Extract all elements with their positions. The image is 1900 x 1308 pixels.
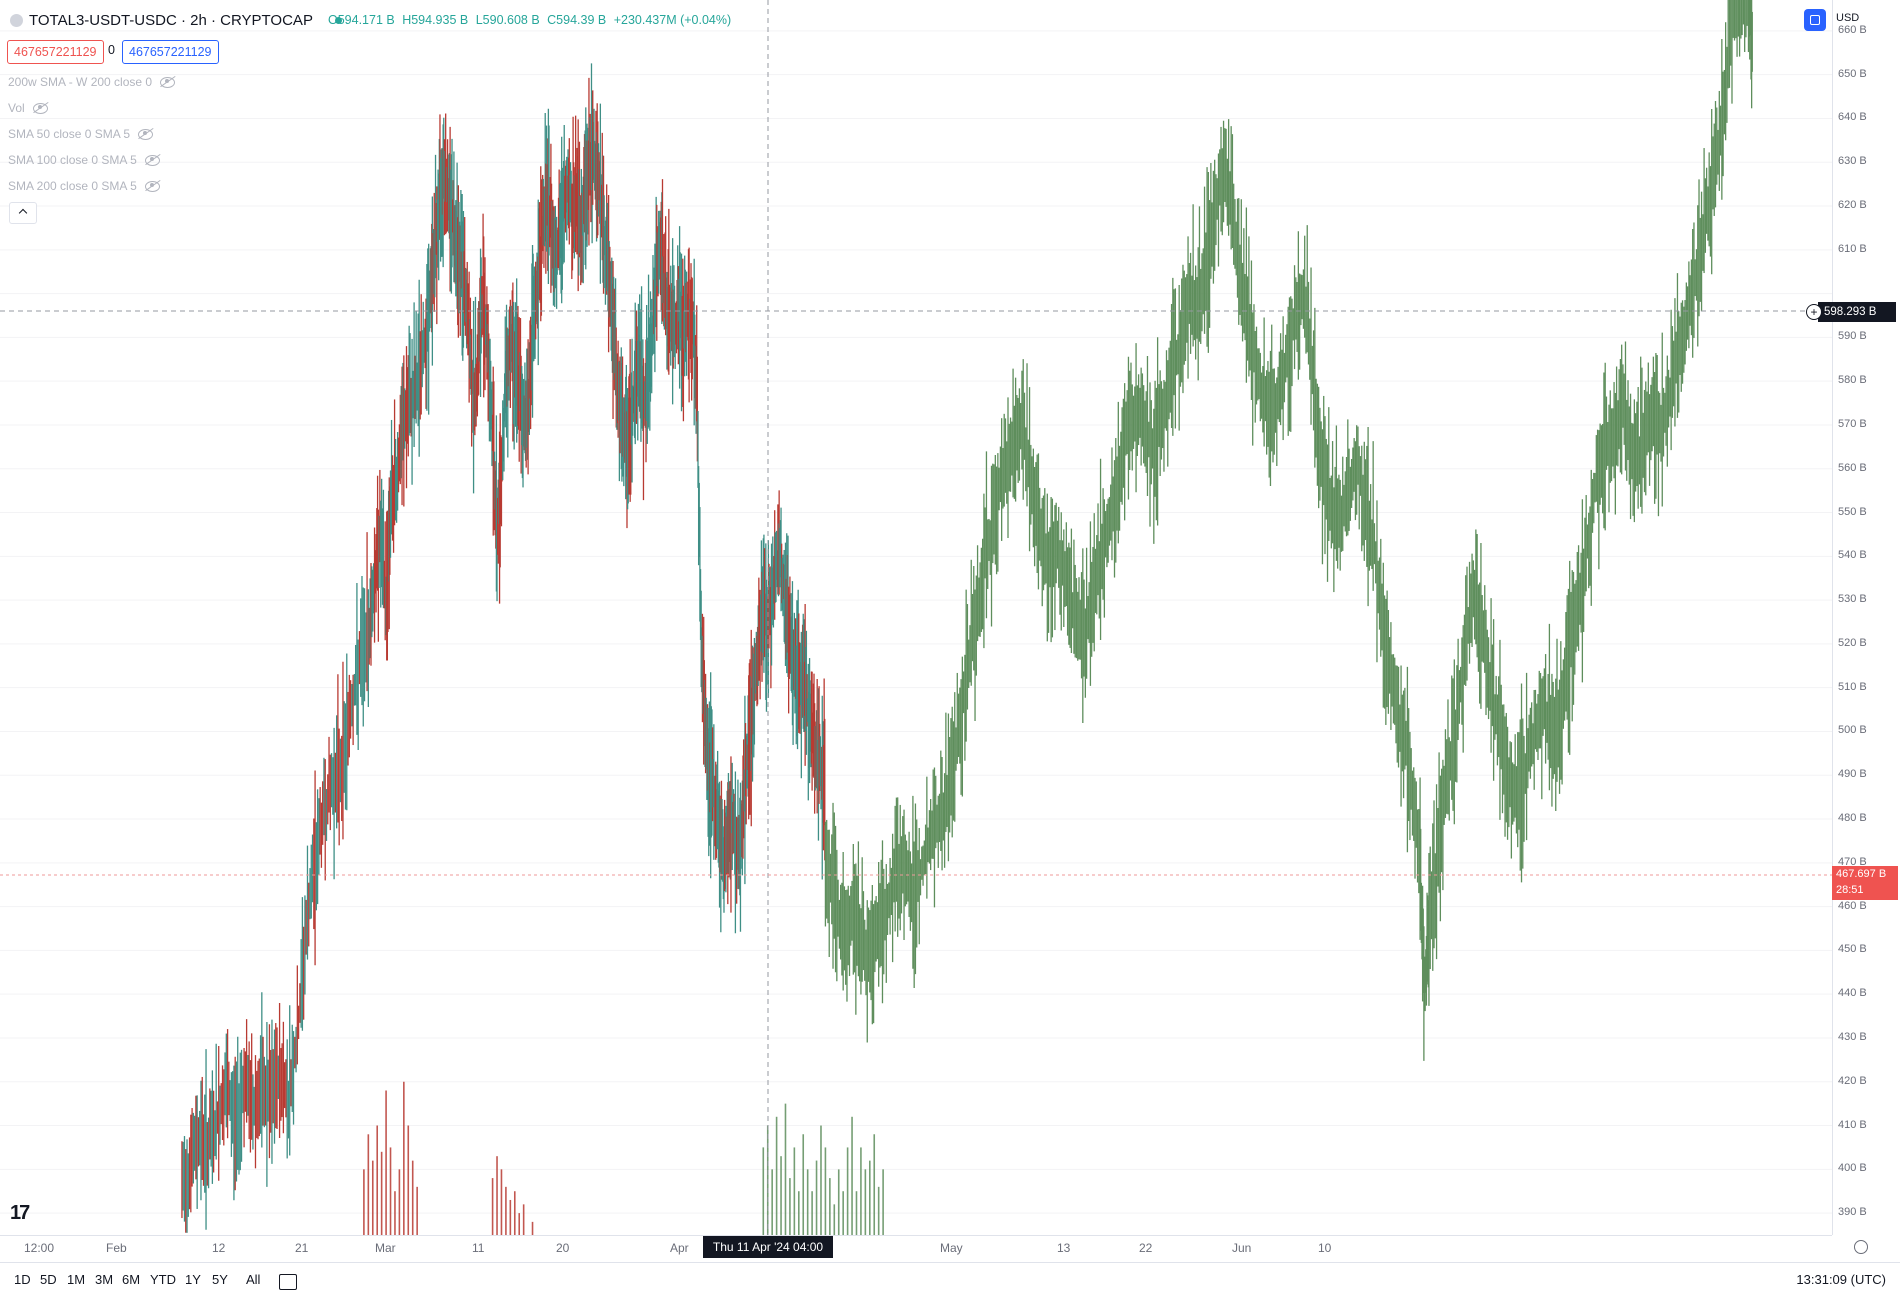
hidden-eye-icon[interactable]	[32, 102, 48, 114]
time-tick-label: Apr	[670, 1241, 689, 1255]
price-tick-label: 640 B	[1838, 111, 1867, 124]
last-price-value: 467.697 B	[1836, 868, 1887, 880]
price-tick-label: 590 B	[1838, 330, 1867, 343]
bottom-toolbar-border	[0, 1262, 1900, 1263]
price-tick-label: 490 B	[1838, 768, 1867, 781]
date-range-calendar-icon[interactable]	[279, 1274, 297, 1290]
time-tick-label: Mar	[375, 1241, 396, 1255]
timeframe-button-all[interactable]: All	[246, 1272, 261, 1287]
hidden-eye-icon[interactable]	[144, 154, 160, 166]
ohlc-change: +230.437M (+0.04%)	[613, 13, 732, 27]
indicator-vol[interactable]: Vol	[8, 101, 48, 115]
price-tick-label: 440 B	[1838, 987, 1867, 1000]
time-tick-label: Feb	[106, 1241, 127, 1255]
time-tick-label: 22	[1139, 1241, 1153, 1255]
price-tick-label: 560 B	[1838, 461, 1867, 474]
price-tick-label: 650 B	[1838, 67, 1867, 80]
ohlc-readout: O594.171 B H594.935 B L590.608 B C594.39…	[328, 13, 735, 27]
price-tick-label: 530 B	[1838, 593, 1867, 606]
price-tick-label: 390 B	[1838, 1206, 1867, 1219]
currency-label[interactable]: USD	[1836, 12, 1860, 24]
buy-button[interactable]: 467657221129	[122, 40, 219, 64]
crosshair-price-label: + 598.293 B	[1806, 302, 1896, 322]
hidden-eye-icon[interactable]	[144, 180, 160, 192]
price-tick-label: 540 B	[1838, 549, 1867, 562]
timeframe-button-1d[interactable]: 1D	[14, 1272, 31, 1287]
indicator-label: SMA 50 close 0 SMA 5	[8, 127, 131, 141]
price-tick-label: 420 B	[1838, 1074, 1867, 1087]
time-tick-label: 12:00	[24, 1241, 55, 1255]
symbol-title: TOTAL3-USDT-USDC · 2h · CRYPTOCAP	[29, 12, 313, 29]
price-tick-label: 510 B	[1838, 680, 1867, 693]
timeframe-button-3m[interactable]: 3M	[95, 1272, 114, 1287]
timeframe-button-5d[interactable]: 5D	[40, 1272, 57, 1287]
time-tick-label: 12	[212, 1241, 226, 1255]
utc-clock[interactable]: 13:31:09 (UTC)	[1796, 1272, 1886, 1287]
price-tick-label: 570 B	[1838, 417, 1867, 430]
price-tick-label: 520 B	[1838, 636, 1867, 649]
price-tick-label: 450 B	[1838, 943, 1867, 956]
sync-button[interactable]	[1804, 9, 1826, 31]
spread-value: 0	[108, 43, 115, 57]
time-tick-label: May	[940, 1241, 963, 1255]
price-tick-label: 460 B	[1838, 899, 1867, 912]
time-tick-label: 13	[1057, 1241, 1071, 1255]
indicator-sma-100[interactable]: SMA 100 close 0 SMA 5	[8, 153, 160, 167]
hidden-eye-icon[interactable]	[138, 128, 154, 140]
market-status-icon	[334, 17, 342, 24]
price-tick-label: 550 B	[1838, 505, 1867, 518]
symbol-logo-icon	[10, 14, 23, 27]
price-tick-label: 620 B	[1838, 199, 1867, 212]
indicator-label: Vol	[8, 101, 25, 115]
indicator-label: SMA 200 close 0 SMA 5	[8, 179, 137, 193]
price-tick-label: 580 B	[1838, 374, 1867, 387]
price-scale-border	[1832, 0, 1833, 1235]
timeframe-button-6m[interactable]: 6M	[122, 1272, 141, 1287]
price-tick-label: 480 B	[1838, 812, 1867, 825]
time-tick-label: 10	[1318, 1241, 1332, 1255]
price-tick-label: 470 B	[1838, 855, 1867, 868]
timeframe-button-ytd[interactable]: YTD	[150, 1272, 176, 1287]
sync-icon	[1810, 15, 1820, 25]
hidden-eye-icon[interactable]	[160, 76, 176, 88]
price-tick-label: 630 B	[1838, 155, 1867, 168]
time-tick-label: 11	[472, 1241, 485, 1255]
timeframe-button-5y[interactable]: 5Y	[212, 1272, 228, 1287]
crosshair-plus-icon: +	[1806, 304, 1822, 320]
tradingview-logo[interactable]: 17	[10, 1202, 30, 1224]
bar-countdown: 28:51	[1836, 884, 1864, 896]
symbol-header[interactable]: TOTAL3-USDT-USDC · 2h · CRYPTOCAP	[10, 12, 342, 29]
chevron-up-icon	[18, 208, 28, 218]
indicator-200w-sma[interactable]: 200w SMA - W 200 close 0	[8, 75, 176, 89]
settings-gear-icon[interactable]	[1854, 1240, 1868, 1254]
price-tick-label: 400 B	[1838, 1162, 1867, 1175]
ohlc-high: H594.935 B	[402, 13, 469, 27]
collapse-legend-button[interactable]	[9, 202, 37, 224]
price-tick-label: 500 B	[1838, 724, 1867, 737]
indicator-label: 200w SMA - W 200 close 0	[8, 75, 153, 89]
price-tick-label: 430 B	[1838, 1030, 1867, 1043]
time-tick-label: 21	[295, 1241, 309, 1255]
ohlc-low: L590.608 B	[475, 13, 540, 27]
price-tick-label: 660 B	[1838, 23, 1867, 36]
timeframe-button-1y[interactable]: 1Y	[185, 1272, 201, 1287]
crosshair-price-text: 598.293 B	[1824, 306, 1877, 318]
time-tick-label: Jun	[1232, 1241, 1252, 1255]
indicator-label: SMA 100 close 0 SMA 5	[8, 153, 137, 167]
time-axis-border	[0, 1235, 1832, 1236]
last-price-label: 467.697 B 28:51	[1832, 866, 1898, 900]
sell-button[interactable]: 467657221129	[7, 40, 104, 64]
indicator-sma-200[interactable]: SMA 200 close 0 SMA 5	[8, 179, 160, 193]
time-tick-label: 20	[556, 1241, 570, 1255]
ohlc-close: C594.39 B	[547, 13, 607, 27]
price-tick-label: 410 B	[1838, 1118, 1867, 1131]
indicator-sma-50[interactable]: SMA 50 close 0 SMA 5	[8, 127, 154, 141]
timeframe-button-1m[interactable]: 1M	[67, 1272, 86, 1287]
crosshair-date-label: Thu 11 Apr '24 04:00	[703, 1236, 833, 1258]
price-tick-label: 610 B	[1838, 242, 1867, 255]
ohlc-open: O594.171 B	[328, 13, 395, 27]
